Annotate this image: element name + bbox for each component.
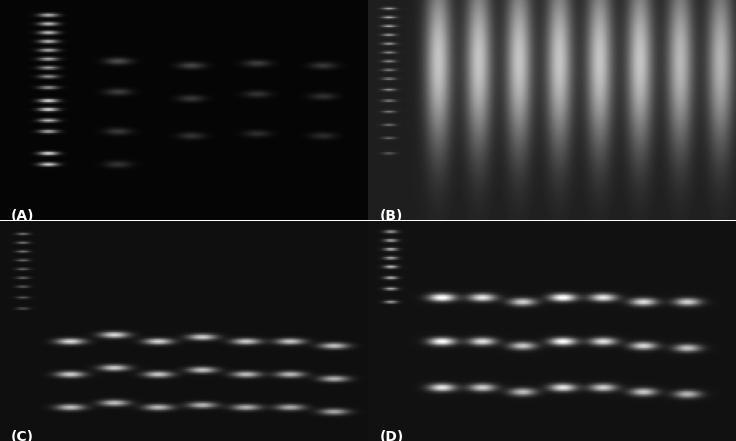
Text: (D): (D) [379,430,403,441]
Text: (B): (B) [379,209,403,223]
Text: (A): (A) [11,209,35,223]
Text: (C): (C) [11,430,34,441]
